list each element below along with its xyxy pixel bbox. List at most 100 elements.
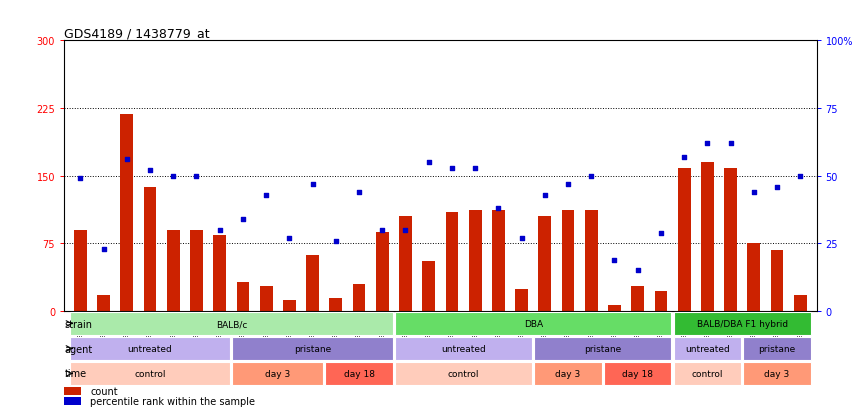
Bar [399, 217, 412, 311]
Text: control: control [692, 369, 723, 378]
Bar [469, 211, 481, 311]
Text: pristane: pristane [584, 344, 622, 353]
Text: control: control [448, 369, 480, 378]
Text: day 3: day 3 [764, 369, 790, 378]
Point [608, 256, 622, 263]
Text: untreated: untreated [127, 344, 173, 353]
Point [120, 157, 133, 164]
Bar [70, 337, 230, 360]
Bar [74, 230, 86, 311]
Text: day 3: day 3 [556, 369, 581, 378]
Bar [395, 337, 532, 360]
Bar [516, 290, 528, 311]
Text: percentile rank within the sample: percentile rank within the sample [91, 396, 256, 406]
Bar [395, 313, 671, 335]
Point [445, 165, 459, 171]
Point [631, 268, 645, 274]
Bar [534, 337, 671, 360]
Bar [233, 362, 323, 385]
Bar [585, 211, 598, 311]
Text: time: time [65, 368, 86, 379]
Bar [445, 212, 458, 311]
Text: day 18: day 18 [344, 369, 374, 378]
Point [724, 140, 738, 147]
Bar [306, 256, 319, 311]
Text: pristane: pristane [294, 344, 331, 353]
Text: untreated: untreated [441, 344, 486, 353]
Bar [743, 337, 811, 360]
Bar [233, 337, 392, 360]
Bar [70, 313, 392, 335]
Bar [678, 169, 691, 311]
Point [259, 192, 273, 199]
Point [492, 205, 505, 212]
Point [469, 165, 482, 171]
Bar [701, 163, 714, 311]
Bar [121, 115, 133, 311]
Bar [724, 169, 737, 311]
Point [677, 154, 691, 161]
Point [538, 192, 551, 199]
Point [97, 246, 110, 252]
Bar [352, 284, 365, 311]
Bar [190, 230, 203, 311]
Bar [674, 337, 741, 360]
Text: agent: agent [65, 344, 93, 354]
Point [352, 189, 366, 196]
Bar [326, 362, 392, 385]
Point [375, 227, 389, 234]
Text: count: count [91, 387, 118, 396]
Text: day 18: day 18 [622, 369, 653, 378]
Text: day 3: day 3 [265, 369, 291, 378]
Bar [214, 236, 226, 311]
Point [585, 173, 598, 180]
Point [561, 181, 575, 188]
Bar [674, 313, 811, 335]
Point [422, 159, 435, 166]
Text: strain: strain [65, 319, 92, 329]
Text: BALB/DBA F1 hybrid: BALB/DBA F1 hybrid [697, 319, 787, 328]
Point [306, 181, 320, 188]
Text: control: control [134, 369, 166, 378]
Point [74, 176, 87, 182]
Text: BALB/c: BALB/c [215, 319, 247, 328]
Point [654, 230, 668, 236]
Point [747, 189, 761, 196]
Bar [64, 387, 80, 395]
Text: untreated: untreated [685, 344, 730, 353]
Bar [604, 362, 671, 385]
Bar [260, 286, 273, 311]
Point [190, 173, 203, 180]
Text: DBA: DBA [523, 319, 543, 328]
Bar [743, 362, 811, 385]
Bar [97, 295, 110, 311]
Text: GDS4189 / 1438779_at: GDS4189 / 1438779_at [64, 27, 209, 40]
Bar [329, 299, 342, 311]
Bar [608, 305, 621, 311]
Bar [167, 230, 180, 311]
Bar [539, 217, 551, 311]
Bar [144, 187, 156, 311]
Bar [492, 211, 504, 311]
Bar [631, 286, 644, 311]
Bar [376, 232, 389, 311]
Bar [562, 211, 575, 311]
Point [236, 216, 250, 223]
Bar [794, 295, 806, 311]
Bar [70, 362, 230, 385]
Point [793, 173, 807, 180]
Point [770, 184, 784, 190]
Bar [422, 262, 435, 311]
Bar [770, 250, 783, 311]
Point [329, 238, 343, 244]
Bar [237, 282, 250, 311]
Point [282, 235, 296, 242]
Bar [747, 244, 760, 311]
Bar [655, 292, 667, 311]
Point [398, 227, 412, 234]
Point [213, 227, 227, 234]
Bar [64, 397, 80, 405]
Bar [674, 362, 741, 385]
Point [143, 168, 156, 174]
Bar [534, 362, 602, 385]
